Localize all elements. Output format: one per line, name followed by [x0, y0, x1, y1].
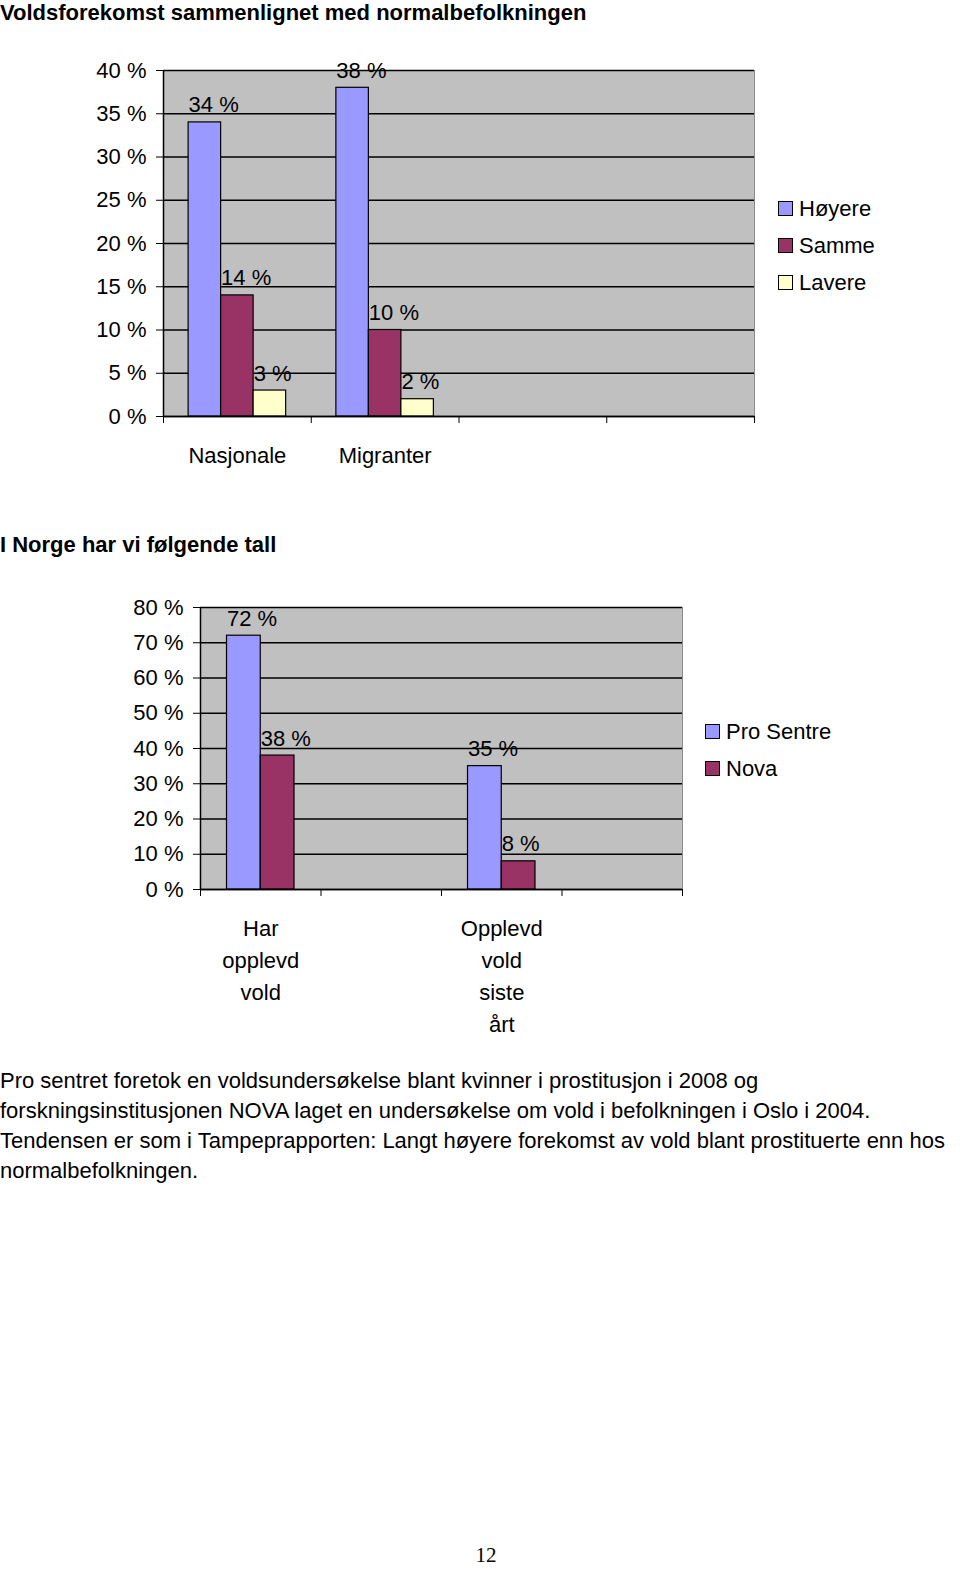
html-text:Lavere: Lavere	[799, 269, 867, 295]
svg-text:72 %: 72 %	[227, 606, 277, 631]
svg-text:38 %: 38 %	[336, 58, 386, 83]
svg-text:2 %: 2 %	[401, 369, 439, 394]
svg-text:5 %: 5 %	[109, 360, 147, 385]
svg-text:30 %: 30 %	[133, 771, 183, 796]
html-text:Pro Sentre: Pro Sentre	[726, 718, 832, 744]
html-text:I Norge har vi følgende tall: I Norge har vi følgende tall	[0, 532, 277, 557]
svg-text:80 %: 80 %	[133, 595, 183, 620]
svg-text:15 %: 15 %	[96, 274, 146, 299]
html-text:Samme: Samme	[799, 232, 875, 258]
svg-text:Haropplevdvold: Haropplevdvold	[222, 916, 299, 1005]
svg-text:35 %: 35 %	[96, 101, 146, 126]
svg-text:0 %: 0 %	[109, 404, 147, 429]
svg-text:20 %: 20 %	[96, 231, 146, 256]
svg-text:10 %: 10 %	[96, 317, 146, 342]
svg-text:10 %: 10 %	[133, 841, 183, 866]
svg-text:35 %: 35 %	[468, 736, 518, 761]
svg-text:20 %: 20 %	[133, 806, 183, 831]
html-text:Nova: Nova	[726, 755, 778, 781]
svg-text:40 %: 40 %	[96, 58, 146, 83]
html-text:12: 12	[475, 1543, 497, 1567]
svg-text:10 %: 10 %	[369, 300, 419, 325]
svg-text:50 %: 50 %	[133, 700, 183, 725]
svg-text:14 %: 14 %	[221, 265, 271, 290]
svg-text:0 %: 0 %	[146, 877, 184, 902]
svg-text:40 %: 40 %	[133, 736, 183, 761]
svg-text:Opplevdvoldsisteårt: Opplevdvoldsisteårt	[461, 916, 543, 1037]
svg-text:8 %: 8 %	[502, 831, 540, 856]
html-text:Pro sentret foretok en voldsun: Pro sentret foretok en voldsundersøkelse…	[0, 1068, 945, 1183]
svg-text:Nasjonale: Nasjonale	[188, 443, 286, 468]
html-text:Voldsforekomst sammenlignet me: Voldsforekomst sammenlignet med normalbe…	[0, 0, 587, 25]
html-text:Høyere: Høyere	[799, 195, 872, 221]
svg-text:70 %: 70 %	[133, 630, 183, 655]
svg-text:30 %: 30 %	[96, 144, 146, 169]
svg-text:60 %: 60 %	[133, 665, 183, 690]
svg-text:Migranter: Migranter	[339, 443, 432, 468]
svg-text:38 %: 38 %	[261, 726, 311, 751]
svg-text:34 %: 34 %	[189, 92, 239, 117]
svg-text:3 %: 3 %	[254, 361, 292, 386]
svg-text:25 %: 25 %	[96, 187, 146, 212]
